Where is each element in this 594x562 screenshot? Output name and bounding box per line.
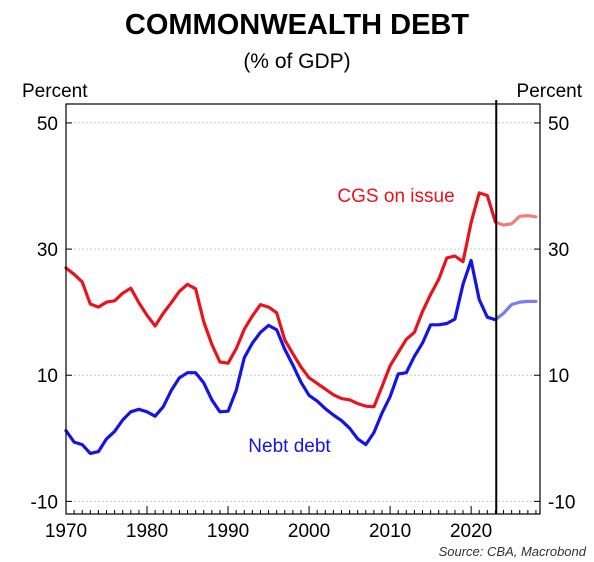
y-tick-label-left: 50 — [37, 114, 58, 135]
y-tick-label-left: 30 — [37, 240, 58, 261]
net-debt-forecast-line — [493, 299, 538, 322]
x-tick-label: 1980 — [126, 521, 168, 542]
y-tick-label-right: -10 — [548, 492, 575, 513]
axis-ticks: -10 -10 10 10 30 30 50 50 1970 1980 1990 2000 2010 20… — [31, 114, 576, 542]
y-axis-label-left: Percent — [22, 81, 88, 102]
gridlines — [66, 122, 540, 502]
chart-subtitle: (% of GDP) — [243, 50, 350, 73]
net-debt-line — [64, 258, 497, 455]
source-note: Source: CBA, Macrobond — [439, 544, 587, 559]
y-axis-label-right: Percent — [517, 81, 583, 102]
net-debt-label: Nebt debt — [248, 436, 331, 457]
chart-title: COMMONWEALTH DEBT — [125, 9, 469, 41]
x-tick-label: 2000 — [288, 521, 330, 542]
x-tick-label: 1990 — [207, 521, 249, 542]
cgs-on-issue-line — [64, 191, 497, 409]
annotations: CGS on issue Nebt debt — [248, 186, 454, 457]
x-tick-label: 2020 — [450, 521, 492, 542]
y-tick-label-right: 30 — [548, 240, 569, 261]
x-tick-label: 2010 — [369, 521, 411, 542]
cgs-on-issue-forecast-line — [493, 214, 538, 227]
y-tick-label-left: 10 — [37, 366, 58, 387]
y-tick-label-right: 10 — [548, 366, 569, 387]
plot-frame — [65, 103, 541, 515]
x-tick-label: 1970 — [45, 521, 87, 542]
y-tick-label-left: -10 — [31, 492, 58, 513]
y-tick-label-right: 50 — [548, 114, 569, 135]
cgs-on-issue-label: CGS on issue — [337, 186, 454, 207]
series-lines — [64, 191, 538, 455]
